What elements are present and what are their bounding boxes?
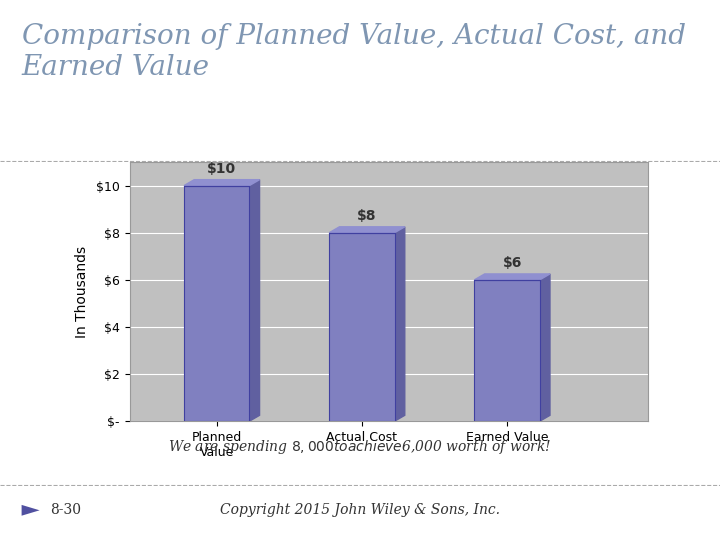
Polygon shape bbox=[249, 180, 260, 421]
Text: $6: $6 bbox=[503, 256, 522, 271]
Bar bbox=[474, 280, 540, 421]
Text: $10: $10 bbox=[207, 162, 236, 176]
Polygon shape bbox=[540, 274, 550, 421]
Y-axis label: In Thousands: In Thousands bbox=[75, 246, 89, 338]
Text: $8: $8 bbox=[357, 210, 377, 223]
Bar bbox=[329, 233, 395, 421]
Polygon shape bbox=[329, 227, 405, 233]
Text: 8-30: 8-30 bbox=[50, 503, 81, 517]
Polygon shape bbox=[395, 227, 405, 421]
Text: We are spending $8,000 to achieve $6,000 worth of work!: We are spending $8,000 to achieve $6,000… bbox=[168, 438, 552, 456]
Bar bbox=[184, 186, 249, 421]
Text: Copyright 2015 John Wiley & Sons, Inc.: Copyright 2015 John Wiley & Sons, Inc. bbox=[220, 503, 500, 517]
Polygon shape bbox=[474, 274, 550, 280]
Text: Comparison of Planned Value, Actual Cost, and
Earned Value: Comparison of Planned Value, Actual Cost… bbox=[22, 23, 685, 81]
Polygon shape bbox=[184, 180, 260, 186]
Polygon shape bbox=[22, 505, 40, 516]
